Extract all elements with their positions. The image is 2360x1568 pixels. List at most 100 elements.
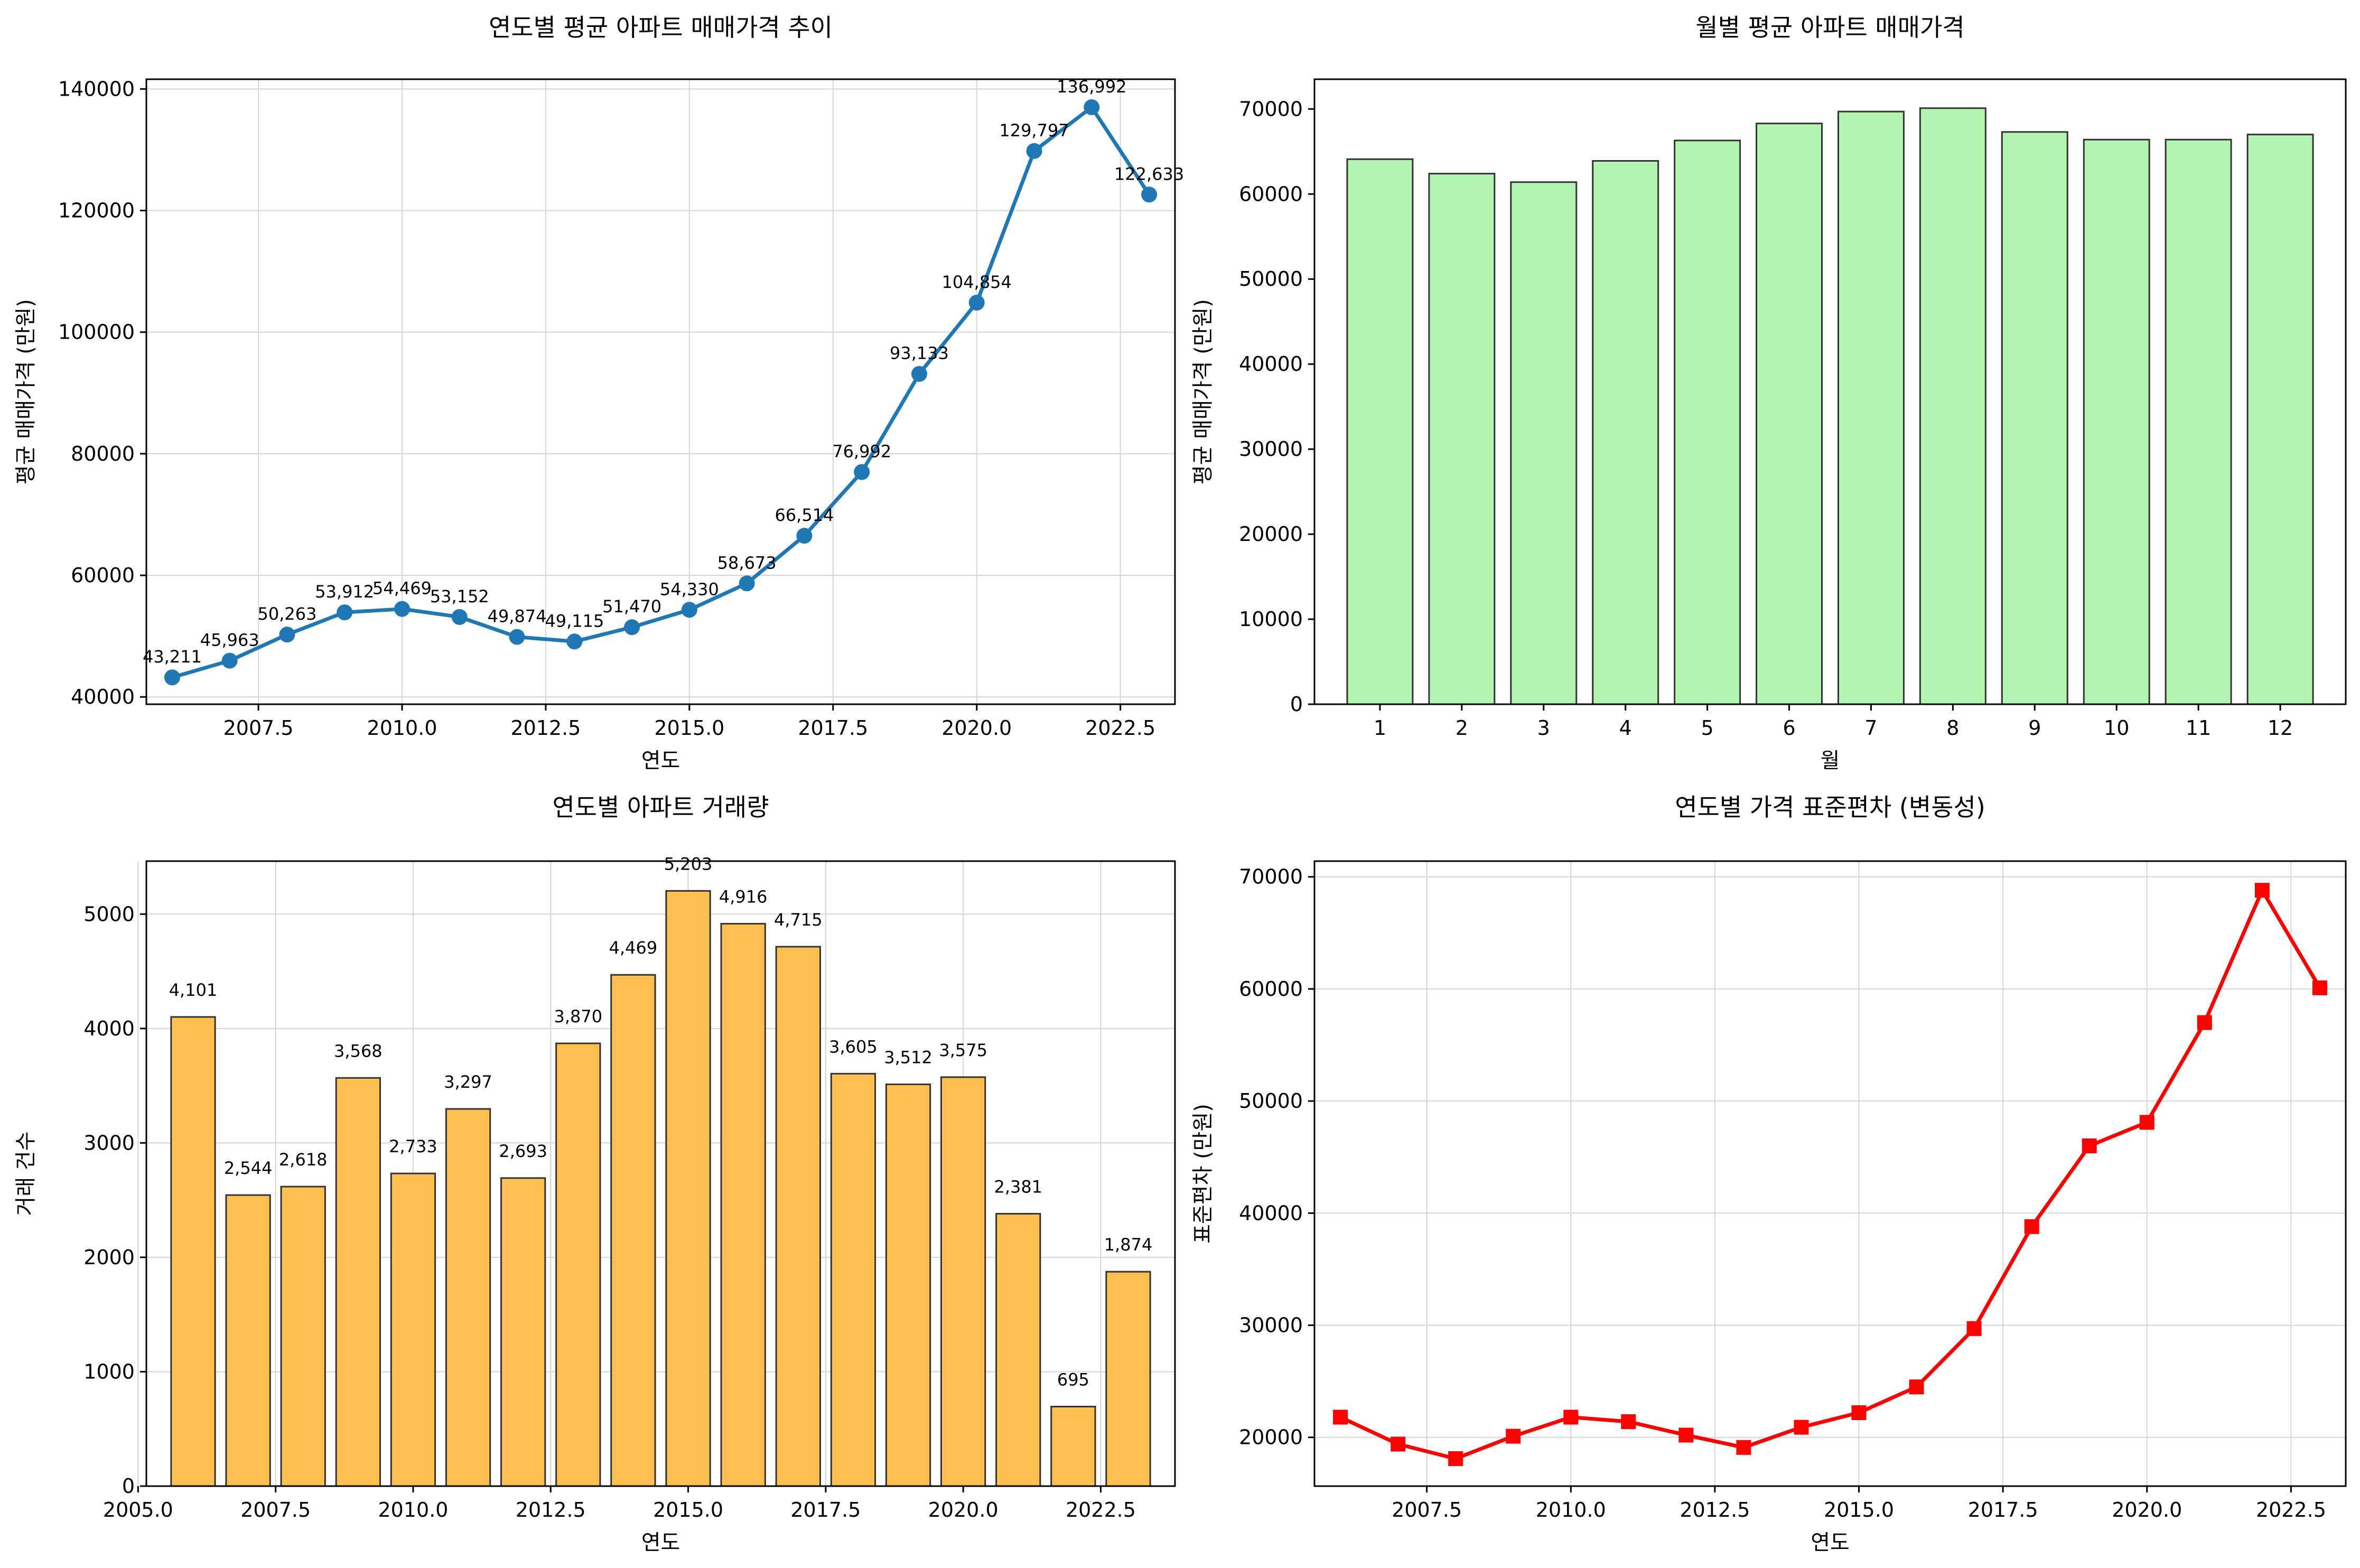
chart-panel-3: 4,101 2,544 2,618 3,568 2,733 3,297 2,693 3,870… — [14, 793, 1176, 1555]
y-tick-label: 40000 — [1239, 1201, 1303, 1225]
bar — [445, 1108, 491, 1487]
bar — [830, 1072, 876, 1487]
x-tick-label: 2010.0 — [378, 1498, 448, 1522]
y-tick-label: 80000 — [71, 442, 135, 465]
x-tick-label: 2022.5 — [2256, 1498, 2326, 1522]
axes-frame — [1313, 78, 2347, 705]
bar-data-label: 2,693 — [499, 1141, 547, 1161]
y-tick-label: 0 — [1290, 693, 1303, 716]
y-tick-label: 70000 — [1239, 865, 1303, 889]
point-data-label: 54,469 — [372, 578, 432, 599]
y-tick-label: 60000 — [71, 564, 135, 587]
bar — [2083, 138, 2150, 705]
y-tick-label: 120000 — [58, 199, 135, 222]
y-tick-label: 0 — [122, 1474, 135, 1498]
y-tick-label: 20000 — [1239, 1426, 1303, 1449]
data-point — [2024, 1219, 2039, 1234]
data-point — [624, 619, 640, 636]
y-tick-label: 10000 — [1239, 608, 1303, 631]
data-point — [451, 609, 468, 625]
bar-data-label: 1,874 — [1104, 1235, 1153, 1255]
bar — [2165, 138, 2232, 705]
bar-data-label: 4,101 — [169, 980, 218, 1000]
y-tick-label: 70000 — [1239, 97, 1303, 120]
bar-data-label: 3,575 — [939, 1040, 987, 1060]
y-tick-label: 50000 — [1239, 267, 1303, 291]
point-data-label: 122,633 — [1114, 164, 1184, 184]
chart-title: 연도별 아파트 거래량 — [552, 793, 769, 822]
series-line — [1339, 888, 2321, 1461]
x-tick-label: 11 — [2186, 716, 2211, 740]
point-data-label: 58,673 — [717, 553, 777, 573]
x-tick-label: 3 — [1537, 716, 1550, 740]
bar — [1050, 1405, 1096, 1487]
y-tick-label: 30000 — [1239, 437, 1303, 461]
bar — [885, 1083, 931, 1487]
data-point — [854, 464, 870, 480]
x-tick-label: 2007.5 — [240, 1498, 311, 1522]
chart-title: 연도별 평균 아파트 매매가격 추이 — [489, 13, 833, 42]
bar — [1592, 160, 1659, 705]
bar — [665, 890, 711, 1487]
point-data-label: 76,992 — [832, 441, 891, 461]
data-point — [1851, 1405, 1867, 1421]
y-tick-label: 2000 — [83, 1246, 135, 1269]
x-tick-label: 2015.0 — [1824, 1498, 1894, 1522]
bar-data-label: 2,544 — [224, 1158, 273, 1178]
x-tick-label: 2015.0 — [653, 1498, 723, 1522]
x-tick-label: 1 — [1374, 716, 1386, 740]
bar — [1105, 1271, 1151, 1487]
bar — [1428, 173, 1496, 705]
x-tick-label: 2010.0 — [1536, 1498, 1606, 1522]
data-point — [911, 366, 927, 382]
data-point — [1736, 1440, 1751, 1455]
x-tick-label: 2012.5 — [1680, 1498, 1750, 1522]
bar-data-label: 3,568 — [334, 1041, 383, 1061]
point-data-label: 53,152 — [430, 586, 489, 606]
x-tick-label: 2020.0 — [941, 716, 1012, 740]
y-axis-label: 평균 매매가격 (만원) — [1191, 299, 1215, 484]
data-point — [1678, 1427, 1694, 1443]
data-point — [1621, 1414, 1636, 1429]
data-point — [566, 633, 583, 650]
bar-data-label: 3,870 — [554, 1006, 603, 1026]
bar — [1346, 158, 1414, 705]
bar — [390, 1172, 436, 1487]
x-tick-label: 2012.5 — [510, 716, 581, 740]
x-tick-label: 6 — [1783, 716, 1795, 740]
bar-data-label: 2,618 — [279, 1150, 328, 1170]
x-tick-label: 5 — [1701, 716, 1714, 740]
bar — [335, 1077, 381, 1487]
point-data-label: 49,874 — [488, 606, 547, 627]
x-axis-label: 월 — [1821, 749, 1840, 773]
x-tick-label: 2007.5 — [223, 716, 294, 740]
x-tick-label: 12 — [2268, 716, 2293, 740]
data-point — [1506, 1429, 1521, 1444]
data-point — [796, 528, 813, 544]
y-tick-label: 1000 — [83, 1360, 135, 1383]
data-point — [681, 602, 697, 618]
x-tick-label: 2022.5 — [1066, 1498, 1136, 1522]
bar-data-label: 4,469 — [609, 938, 658, 958]
bar — [2246, 134, 2314, 705]
chart-title: 월별 평균 아파트 매매가격 — [1695, 13, 1964, 42]
x-tick-label: 2010.0 — [367, 716, 437, 740]
x-tick-label: 10 — [2104, 716, 2129, 740]
x-tick-label: 9 — [2028, 716, 2041, 740]
point-data-label: 43,211 — [143, 647, 202, 667]
point-data-label: 51,470 — [602, 596, 661, 617]
bar — [1510, 181, 1578, 705]
data-point — [394, 601, 411, 617]
bar — [1674, 139, 1741, 705]
data-point — [1141, 186, 1158, 203]
bar — [280, 1186, 326, 1487]
data-point — [221, 652, 238, 669]
data-point — [1448, 1451, 1463, 1467]
point-data-label: 104,854 — [942, 272, 1012, 292]
data-point — [1794, 1420, 1809, 1435]
data-point — [968, 294, 985, 311]
data-point — [337, 604, 353, 621]
x-tick-label: 2017.5 — [798, 716, 868, 740]
x-tick-label: 2015.0 — [654, 716, 724, 740]
